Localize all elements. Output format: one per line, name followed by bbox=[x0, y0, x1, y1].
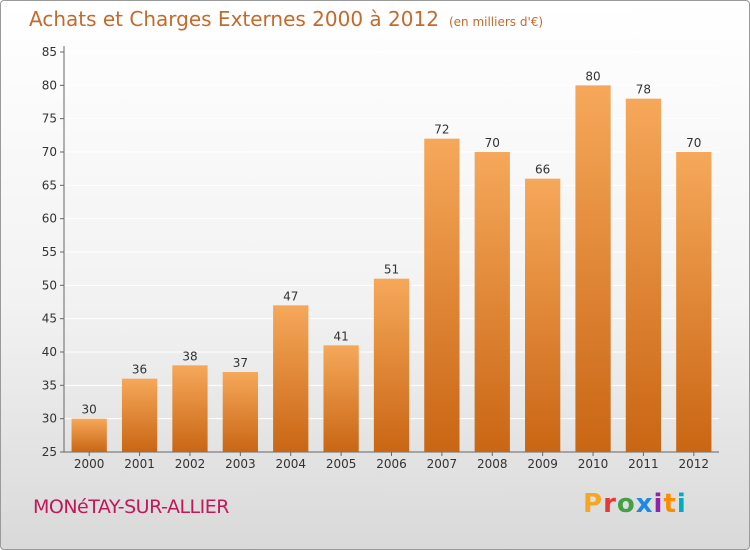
y-tick-label: 25 bbox=[42, 445, 57, 459]
x-tick-label: 2008 bbox=[477, 457, 508, 471]
y-tick-label: 30 bbox=[42, 412, 57, 426]
y-tick-label: 50 bbox=[42, 278, 57, 292]
x-tick-label: 2012 bbox=[679, 457, 710, 471]
x-tick-label: 2000 bbox=[74, 457, 105, 471]
proxiti-logo[interactable]: Proxiti bbox=[583, 489, 687, 519]
bar bbox=[172, 365, 208, 452]
bar bbox=[121, 378, 158, 452]
bar-value-label: 72 bbox=[434, 123, 449, 137]
bar bbox=[424, 138, 460, 452]
proxiti-logo-letter: i bbox=[676, 489, 687, 519]
y-tick-label: 70 bbox=[42, 145, 57, 159]
bar bbox=[323, 345, 359, 452]
bar bbox=[625, 98, 662, 453]
bar-value-label: 38 bbox=[182, 349, 197, 363]
bar bbox=[525, 178, 561, 452]
bar bbox=[474, 152, 510, 452]
y-tick-label: 35 bbox=[42, 378, 57, 392]
bar bbox=[676, 152, 712, 452]
x-tick-label: 2007 bbox=[427, 457, 458, 471]
bar-value-label: 78 bbox=[636, 83, 651, 97]
proxiti-logo-letter: x bbox=[635, 489, 654, 519]
city-name: MONéTAY-SUR-ALLIER bbox=[33, 496, 229, 518]
y-tick-label: 40 bbox=[42, 345, 57, 359]
bar-value-label: 51 bbox=[384, 263, 399, 277]
bar-value-label: 70 bbox=[686, 136, 701, 150]
chart-unit: (en milliers d'€) bbox=[448, 15, 544, 29]
bar-value-label: 47 bbox=[283, 289, 298, 303]
bar-value-label: 41 bbox=[333, 329, 348, 343]
bar-value-label: 70 bbox=[485, 136, 500, 150]
x-tick-label: 2011 bbox=[628, 457, 659, 471]
x-tick-label: 2001 bbox=[124, 457, 155, 471]
proxiti-logo-letter: t bbox=[663, 489, 677, 519]
bar-value-label: 30 bbox=[82, 403, 97, 417]
x-tick-label: 2006 bbox=[376, 457, 407, 471]
y-tick-label: 55 bbox=[42, 245, 57, 259]
bar bbox=[373, 278, 410, 452]
x-tick-label: 2005 bbox=[326, 457, 357, 471]
bar bbox=[71, 418, 107, 452]
x-tick-label: 2009 bbox=[527, 457, 558, 471]
y-tick-label: 85 bbox=[42, 45, 57, 59]
proxiti-logo-letter: o bbox=[616, 489, 636, 519]
bar-value-label: 36 bbox=[132, 363, 147, 377]
x-tick-label: 2004 bbox=[275, 457, 306, 471]
bar bbox=[575, 85, 611, 452]
bar-value-label: 66 bbox=[535, 163, 550, 177]
y-tick-label: 65 bbox=[42, 178, 57, 192]
bar bbox=[273, 305, 309, 452]
y-tick-label: 75 bbox=[42, 112, 57, 126]
chart-title-text: Achats et Charges Externes 2000 à 2012 bbox=[29, 7, 439, 31]
proxiti-logo-letter: i bbox=[653, 489, 664, 519]
proxiti-logo-letter: r bbox=[603, 489, 617, 519]
y-tick-label: 60 bbox=[42, 212, 57, 226]
bar bbox=[222, 372, 258, 452]
y-tick-label: 45 bbox=[42, 312, 57, 326]
x-tick-label: 2002 bbox=[175, 457, 206, 471]
x-tick-label: 2010 bbox=[578, 457, 609, 471]
bar-value-label: 37 bbox=[233, 356, 248, 370]
y-tick-label: 80 bbox=[42, 78, 57, 92]
chart-title: Achats et Charges Externes 2000 à 2012 (e… bbox=[29, 7, 543, 31]
x-tick-label: 2003 bbox=[225, 457, 256, 471]
proxiti-logo-letter: P bbox=[583, 489, 604, 519]
bar-value-label: 80 bbox=[585, 69, 600, 83]
